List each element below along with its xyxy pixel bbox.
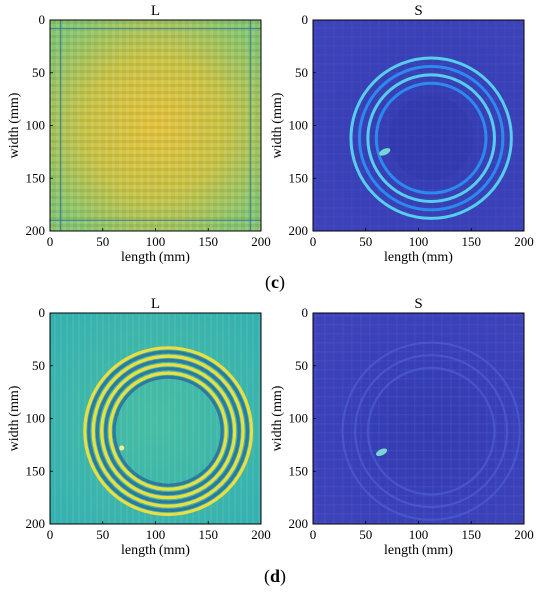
panel-label-d: (d) [263, 566, 286, 586]
y-tick-label: 0 [39, 305, 46, 320]
x-axis-label: length (mm) [121, 250, 190, 265]
y-tick-label: 150 [26, 463, 46, 478]
x-axis-label: length (mm) [384, 250, 453, 265]
y-tick-label: 200 [26, 223, 46, 238]
wave-ring-dark [95, 358, 241, 504]
y-tick-label: 50 [295, 65, 308, 80]
chart-title: L [151, 3, 160, 19]
chart-title: L [151, 296, 160, 312]
x-tick-label: 200 [514, 527, 534, 542]
wave-ring [349, 56, 513, 220]
x-tick-label: 100 [409, 527, 429, 542]
y-tick-label: 150 [289, 170, 309, 185]
x-tick-label: 150 [462, 234, 482, 249]
y-axis-label: width (mm) [270, 385, 285, 451]
y-tick-label: 0 [39, 12, 46, 27]
defect-mark [375, 448, 388, 456]
x-tick-label: 100 [146, 234, 166, 249]
x-tick-label: 50 [96, 527, 109, 542]
chart-title: S [414, 296, 422, 312]
x-tick-label: 150 [199, 527, 219, 542]
x-tick-label: 150 [462, 527, 482, 542]
inner-zone [388, 95, 474, 181]
x-tick-label: 50 [96, 234, 109, 249]
y-tick-label: 100 [26, 118, 46, 133]
y-axis-label: width (mm) [7, 92, 22, 158]
y-tick-label: 50 [32, 65, 45, 80]
y-tick-label: 200 [289, 223, 309, 238]
wave-ring [108, 371, 228, 491]
y-axis-label: width (mm) [7, 385, 22, 451]
wave-ring-dark [87, 350, 250, 513]
y-tick-label: 150 [26, 170, 46, 185]
wave-ring-dark [112, 375, 224, 487]
x-tick-label: 50 [359, 527, 372, 542]
x-tick-label: 50 [359, 234, 372, 249]
wave-ring [341, 341, 521, 521]
x-tick-label: 0 [47, 234, 54, 249]
x-tick-label: 0 [310, 527, 317, 542]
wave-ring [100, 363, 237, 500]
chart-title: S [414, 3, 422, 19]
y-tick-label: 50 [32, 358, 45, 373]
y-tick-label: 150 [289, 463, 309, 478]
defect-mark [379, 148, 391, 156]
y-tick-label: 200 [289, 516, 309, 531]
y-tick-label: 50 [295, 358, 308, 373]
wave-ring [357, 64, 505, 212]
x-axis-label: length (mm) [121, 543, 190, 558]
wave-ring [366, 366, 496, 496]
x-tick-label: 100 [409, 234, 429, 249]
y-axis-label: width (mm) [270, 92, 285, 158]
y-tick-label: 0 [302, 12, 309, 27]
x-axis-label: length (mm) [384, 543, 453, 558]
x-tick-label: 200 [251, 234, 271, 249]
y-tick-label: 100 [289, 411, 309, 426]
x-tick-label: 150 [199, 234, 219, 249]
x-tick-label: 0 [47, 527, 54, 542]
panel-label-c: (c) [265, 272, 285, 292]
x-tick-label: 200 [514, 234, 534, 249]
wave-ring-dark [104, 367, 233, 496]
y-tick-label: 100 [289, 118, 309, 133]
x-tick-label: 100 [146, 527, 166, 542]
wave-ring [83, 346, 254, 517]
y-tick-label: 0 [302, 305, 309, 320]
y-tick-label: 200 [26, 516, 46, 531]
x-tick-label: 200 [251, 527, 271, 542]
defect-mark [119, 445, 125, 451]
wave-ring [366, 73, 496, 203]
x-tick-label: 0 [310, 234, 317, 249]
wave-ring [374, 81, 488, 195]
wave-ring [91, 354, 245, 508]
y-tick-label: 100 [26, 411, 46, 426]
wave-ring [354, 354, 509, 509]
